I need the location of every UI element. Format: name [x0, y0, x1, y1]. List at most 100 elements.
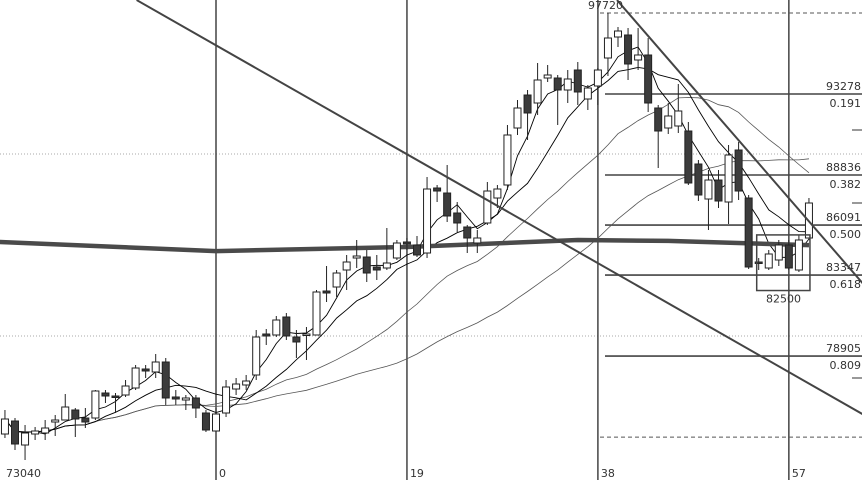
candle-down [744, 197, 753, 268]
candle-up [91, 390, 100, 419]
candle-up [31, 430, 40, 435]
candle-up [493, 188, 502, 199]
candle-up [41, 427, 50, 434]
candle-down [71, 409, 80, 420]
candle-up [774, 244, 783, 261]
candle-down [573, 69, 582, 93]
candle-down [784, 244, 793, 269]
x-tick-label: 0 [219, 467, 226, 480]
candle-down [553, 77, 562, 91]
candle-down [453, 212, 462, 224]
fib-price-label: 83347 [826, 261, 861, 274]
candle-up [252, 336, 261, 376]
candle-down [644, 54, 653, 104]
peak-price-label: 97720 [588, 0, 623, 12]
ma-line-9 [4, 66, 810, 433]
fib-price-label: 93278 [826, 80, 861, 93]
candle-down [201, 412, 210, 431]
candle-up [533, 79, 542, 104]
candle-up [382, 262, 391, 269]
trend-channel-line [136, 0, 862, 415]
candle-down [372, 266, 381, 271]
candle-down [694, 163, 703, 196]
candle-up [212, 413, 220, 432]
candle-up [603, 37, 612, 59]
candle-up [664, 115, 673, 129]
fib-ratio-label: 0.191 [830, 97, 862, 110]
candle-up [593, 69, 602, 87]
candle-down [292, 336, 301, 343]
candle-down [754, 261, 763, 264]
candle-down [714, 179, 723, 202]
fib-price-label: 78905 [826, 342, 861, 355]
candle-down [262, 333, 271, 337]
fib-price-label: 86091 [826, 211, 861, 224]
candle-up [302, 333, 311, 337]
candle-up [543, 74, 552, 79]
candle-down [11, 420, 19, 445]
candle-down [161, 361, 170, 399]
long-ma-line [0, 237, 810, 254]
x-tick-label: 38 [601, 467, 615, 480]
candle-down [523, 94, 532, 114]
candle-up [794, 239, 803, 271]
candle-up [583, 87, 592, 100]
candle-up [222, 386, 231, 414]
candle-down [734, 149, 743, 192]
candle-up [423, 188, 432, 254]
candle-down [433, 187, 442, 192]
candle-up [121, 385, 130, 396]
candle-down [191, 397, 200, 409]
candle-down [362, 256, 371, 274]
candle-down [322, 290, 331, 294]
candle-down [402, 241, 411, 245]
candle-up [272, 319, 281, 336]
candle-up [0, 418, 9, 435]
ma-line-20 [4, 97, 810, 433]
bottom-left-price-label: 73040 [6, 467, 41, 480]
candle-up [61, 406, 70, 421]
range-box [755, 234, 811, 292]
candle-up [473, 237, 482, 244]
fib-ratio-label: 0.618 [830, 278, 862, 291]
candle-up [342, 261, 351, 271]
candle-down [413, 244, 421, 256]
x-tick-label: 57 [792, 467, 806, 480]
candle-up [614, 30, 622, 38]
candle-up [242, 380, 251, 386]
candle-up [151, 361, 160, 373]
box-low-label: 82500 [766, 293, 801, 306]
candle-down [101, 392, 110, 397]
candle-up [181, 397, 190, 401]
candle-up [563, 78, 572, 91]
candle-down [463, 226, 472, 239]
candle-up [392, 242, 401, 259]
candle-down [654, 107, 663, 132]
candle-up [483, 190, 492, 224]
candle-up [232, 383, 241, 390]
candle-up [503, 134, 512, 186]
candle-up [51, 419, 60, 423]
fib-ratio-label: 0.382 [830, 178, 862, 191]
candle-up [764, 253, 773, 269]
candle-up [513, 107, 522, 129]
candle-down [111, 395, 120, 399]
candle-down [443, 192, 452, 217]
candle-up [634, 54, 643, 61]
candle-up [21, 432, 30, 446]
candle-down [684, 130, 693, 184]
candle-down [624, 34, 633, 65]
candle-up [724, 154, 733, 203]
candle-down [171, 396, 180, 400]
trend-channel-line [616, 0, 862, 285]
fib-ratio-label: 0.809 [830, 359, 862, 372]
fib-price-label: 88836 [826, 161, 861, 174]
candle-up [312, 291, 321, 336]
candle-up [674, 110, 683, 127]
fib-ratio-label: 0.500 [830, 228, 862, 241]
candle-up [332, 272, 341, 288]
candle-down [141, 368, 150, 372]
candle-up [704, 179, 713, 200]
